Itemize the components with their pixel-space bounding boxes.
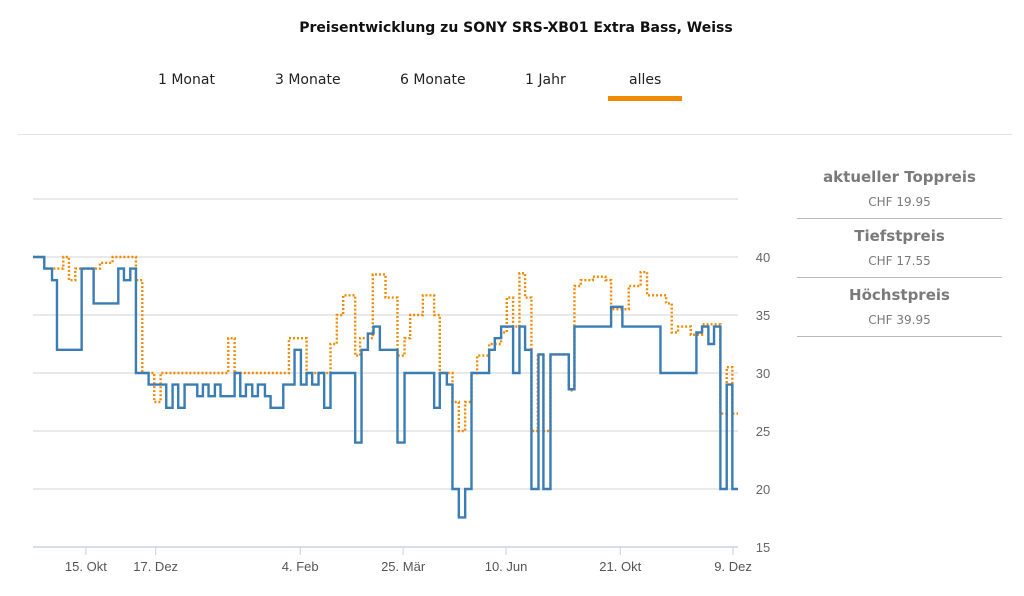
stat-label: Höchstpreis xyxy=(849,286,950,304)
tab-1-monat[interactable]: 1 Monat xyxy=(158,72,215,88)
x-tick-label: 25. Mär xyxy=(381,559,426,574)
y-tick-label: 15 xyxy=(756,540,770,555)
series-line-lowest-price xyxy=(33,255,738,519)
page-title: Preisentwicklung zu SONY SRS-XB01 Extra … xyxy=(299,20,733,36)
stat-value: CHF 19.95 xyxy=(868,195,931,209)
x-tick-label: 9. Dez xyxy=(714,559,752,574)
stat-value: CHF 17.55 xyxy=(868,254,931,268)
y-tick-label: 20 xyxy=(756,482,770,497)
y-tick-label: 35 xyxy=(756,308,770,323)
series-line-average-price xyxy=(33,255,738,433)
x-tick-label: 4. Feb xyxy=(282,559,319,574)
y-tick-label: 30 xyxy=(756,366,770,381)
stat-label: aktueller Toppreis xyxy=(823,168,976,186)
tab-1-jahr[interactable]: 1 Jahr xyxy=(525,72,566,88)
stat-current-top-price: aktueller Toppreis CHF 19.95 xyxy=(797,160,1002,219)
x-tick-label: 15. Okt xyxy=(65,559,107,574)
price-chart: 15 20 25 30 35 40 15. Okt 17. Dez 4. Feb 25. Mär 1… xyxy=(33,198,770,574)
x-tick-label: 21. Okt xyxy=(599,559,641,574)
tab-alles[interactable]: alles xyxy=(607,72,683,101)
stat-lowest-price: Tiefstpreis CHF 17.55 xyxy=(797,219,1002,278)
divider xyxy=(18,134,1012,135)
tab-6-monate[interactable]: 6 Monate xyxy=(400,72,466,88)
stat-highest-price: Höchstpreis CHF 39.95 xyxy=(797,278,1002,337)
x-tick-label: 10. Jun xyxy=(485,559,528,574)
tab-3-monate[interactable]: 3 Monate xyxy=(275,72,341,88)
stat-value: CHF 39.95 xyxy=(868,313,931,327)
y-tick-label: 25 xyxy=(756,424,770,439)
price-stats-panel: aktueller Toppreis CHF 19.95 Tiefstpreis… xyxy=(797,160,1002,337)
stat-label: Tiefstpreis xyxy=(854,227,945,245)
y-tick-label: 40 xyxy=(756,250,770,265)
x-tick-label: 17. Dez xyxy=(133,559,178,574)
